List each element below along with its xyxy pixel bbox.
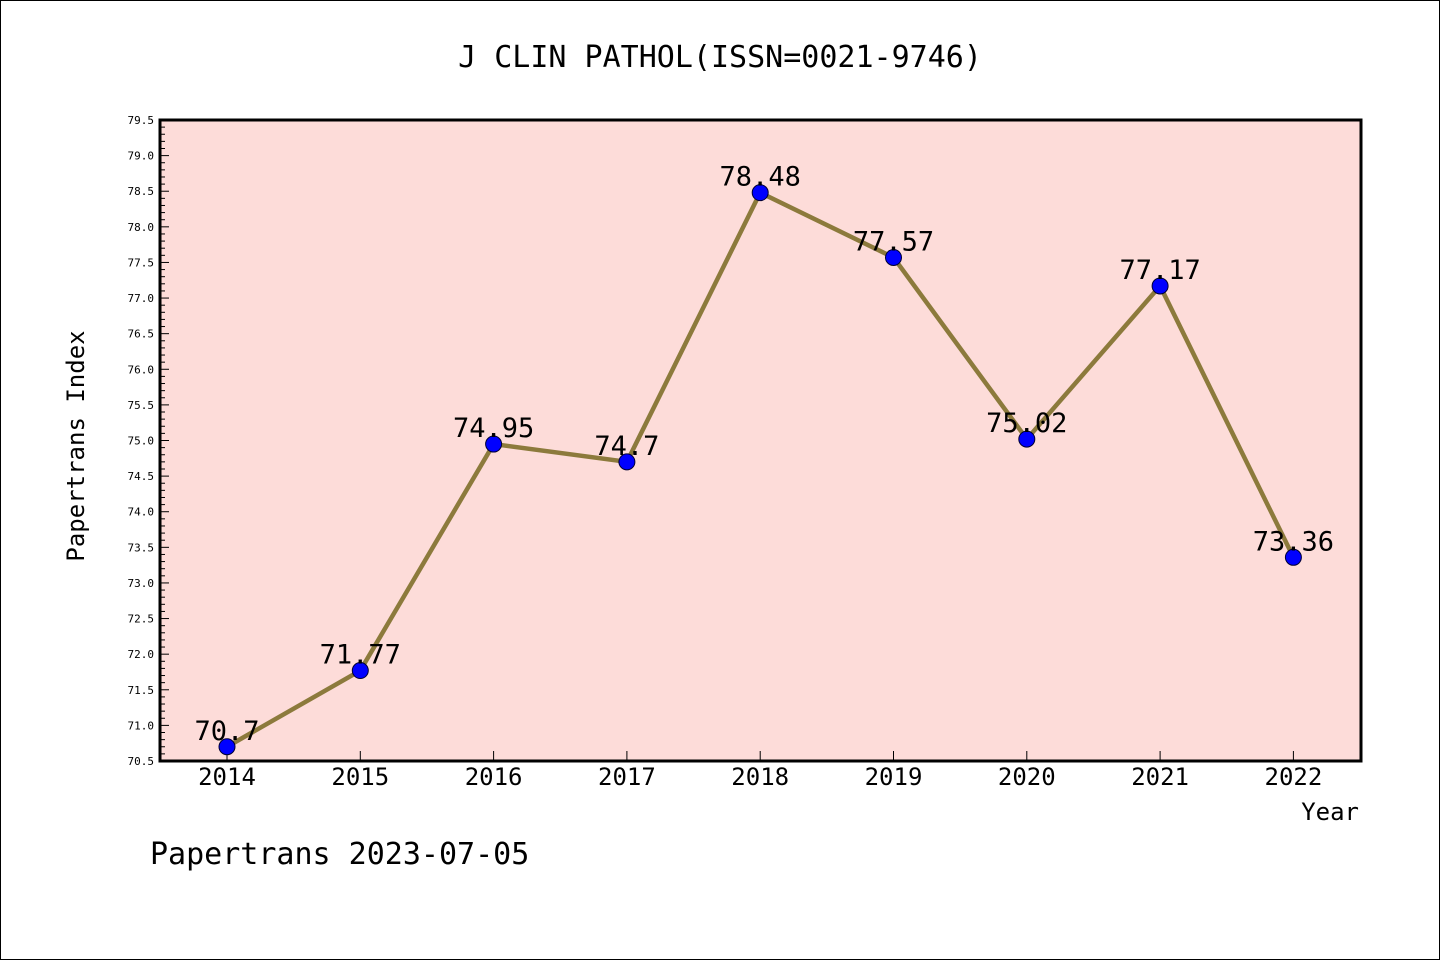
x-tick-label: 2016 xyxy=(465,763,523,791)
y-axis-label: Papertrans Index xyxy=(62,330,90,561)
x-tick-label: 2019 xyxy=(865,763,923,791)
y-tick-label: 75.0 xyxy=(128,435,155,448)
y-tick-label: 75.5 xyxy=(128,399,155,412)
y-tick-label: 71.0 xyxy=(128,719,155,732)
data-point xyxy=(1151,277,1169,295)
data-label: 74.95 xyxy=(453,413,534,444)
series-layer: 70.7 71.77 74.95 74.7 78.48 77.57 75.02 77.17 73… xyxy=(194,162,1334,756)
data-point xyxy=(618,453,636,471)
x-tick-label: 2021 xyxy=(1131,763,1189,791)
y-tick-label: 77.5 xyxy=(128,256,155,269)
data-label: 70.7 xyxy=(194,716,259,747)
data-label: 71.77 xyxy=(320,640,401,671)
data-point xyxy=(885,248,902,266)
y-tick-label: 72.5 xyxy=(128,613,155,626)
x-axis-label: Year xyxy=(1301,798,1359,826)
chart-title: J CLIN PATHOL(ISSN=0021-9746) xyxy=(458,40,982,75)
data-point xyxy=(485,435,503,453)
data-point xyxy=(1284,548,1302,566)
y-tick-label: 79.5 xyxy=(128,114,155,127)
y-tick-label: 71.5 xyxy=(128,684,155,697)
x-axis-ticks: 2014 2015 2016 2017 2018 2019 2020 2021 2022 xyxy=(198,751,1322,791)
y-tick-label: 73.0 xyxy=(128,577,155,590)
data-label: 78.48 xyxy=(720,162,801,193)
y-axis-ticks: 70.5 71.0 71.5 72.0 72.5 73.0 73.5 74.0 74.5 75.0… xyxy=(128,114,169,768)
data-label: 77.57 xyxy=(853,226,934,257)
y-tick-label: 79.0 xyxy=(128,150,155,163)
data-point xyxy=(218,738,236,756)
x-tick-label: 2020 xyxy=(998,763,1056,791)
y-tick-label: 76.0 xyxy=(128,363,155,376)
y-tick-label: 72.0 xyxy=(128,648,155,661)
data-label: 74.7 xyxy=(594,431,659,462)
footer-text: Papertrans 2023-07-05 xyxy=(150,837,529,872)
data-label: 75.02 xyxy=(986,408,1067,439)
y-tick-label: 74.0 xyxy=(128,506,155,519)
x-tick-label: 2015 xyxy=(331,763,389,791)
data-point xyxy=(1018,430,1036,448)
data-label: 77.17 xyxy=(1119,255,1200,286)
x-tick-label: 2017 xyxy=(598,763,656,791)
y-tick-label: 78.0 xyxy=(128,221,155,234)
data-point xyxy=(751,184,769,202)
plot-border xyxy=(158,118,1363,763)
y-tick-label: 76.5 xyxy=(128,328,155,341)
y-tick-label: 74.5 xyxy=(128,470,155,483)
x-tick-label: 2014 xyxy=(198,763,256,791)
data-label: 73.36 xyxy=(1253,526,1334,557)
y-tick-label: 70.5 xyxy=(128,755,155,768)
data-point xyxy=(351,662,369,680)
y-tick-label: 73.5 xyxy=(128,541,155,554)
x-tick-label: 2018 xyxy=(731,763,789,791)
plot-area xyxy=(160,120,1361,761)
y-tick-label: 78.5 xyxy=(128,185,155,198)
x-tick-label: 2022 xyxy=(1265,763,1323,791)
y-tick-label: 77.0 xyxy=(128,292,155,305)
